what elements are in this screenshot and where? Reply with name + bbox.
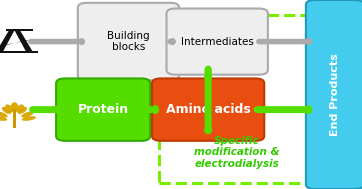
Ellipse shape [2,107,11,114]
Bar [159,15,313,183]
FancyBboxPatch shape [152,78,264,141]
Ellipse shape [22,116,35,121]
FancyBboxPatch shape [167,9,268,75]
Text: Building
blocks: Building blocks [107,31,150,52]
Ellipse shape [22,112,33,117]
Polygon shape [0,51,38,53]
Polygon shape [14,30,33,53]
FancyBboxPatch shape [306,0,362,189]
Text: Intermediates: Intermediates [181,37,254,46]
Ellipse shape [0,112,7,117]
Ellipse shape [18,107,27,114]
FancyBboxPatch shape [78,3,179,80]
Ellipse shape [0,116,7,121]
Bar [13,109,16,128]
Ellipse shape [5,105,13,112]
Polygon shape [0,30,14,53]
FancyBboxPatch shape [56,78,150,141]
Text: End Products: End Products [330,53,340,136]
Ellipse shape [11,103,18,110]
Polygon shape [0,40,29,46]
Text: Specific
modification &
electrodialysis: Specific modification & electrodialysis [194,136,280,169]
Polygon shape [7,29,33,31]
Ellipse shape [16,105,24,112]
Text: Amino acids: Amino acids [166,103,251,116]
Text: Protein: Protein [77,103,129,116]
